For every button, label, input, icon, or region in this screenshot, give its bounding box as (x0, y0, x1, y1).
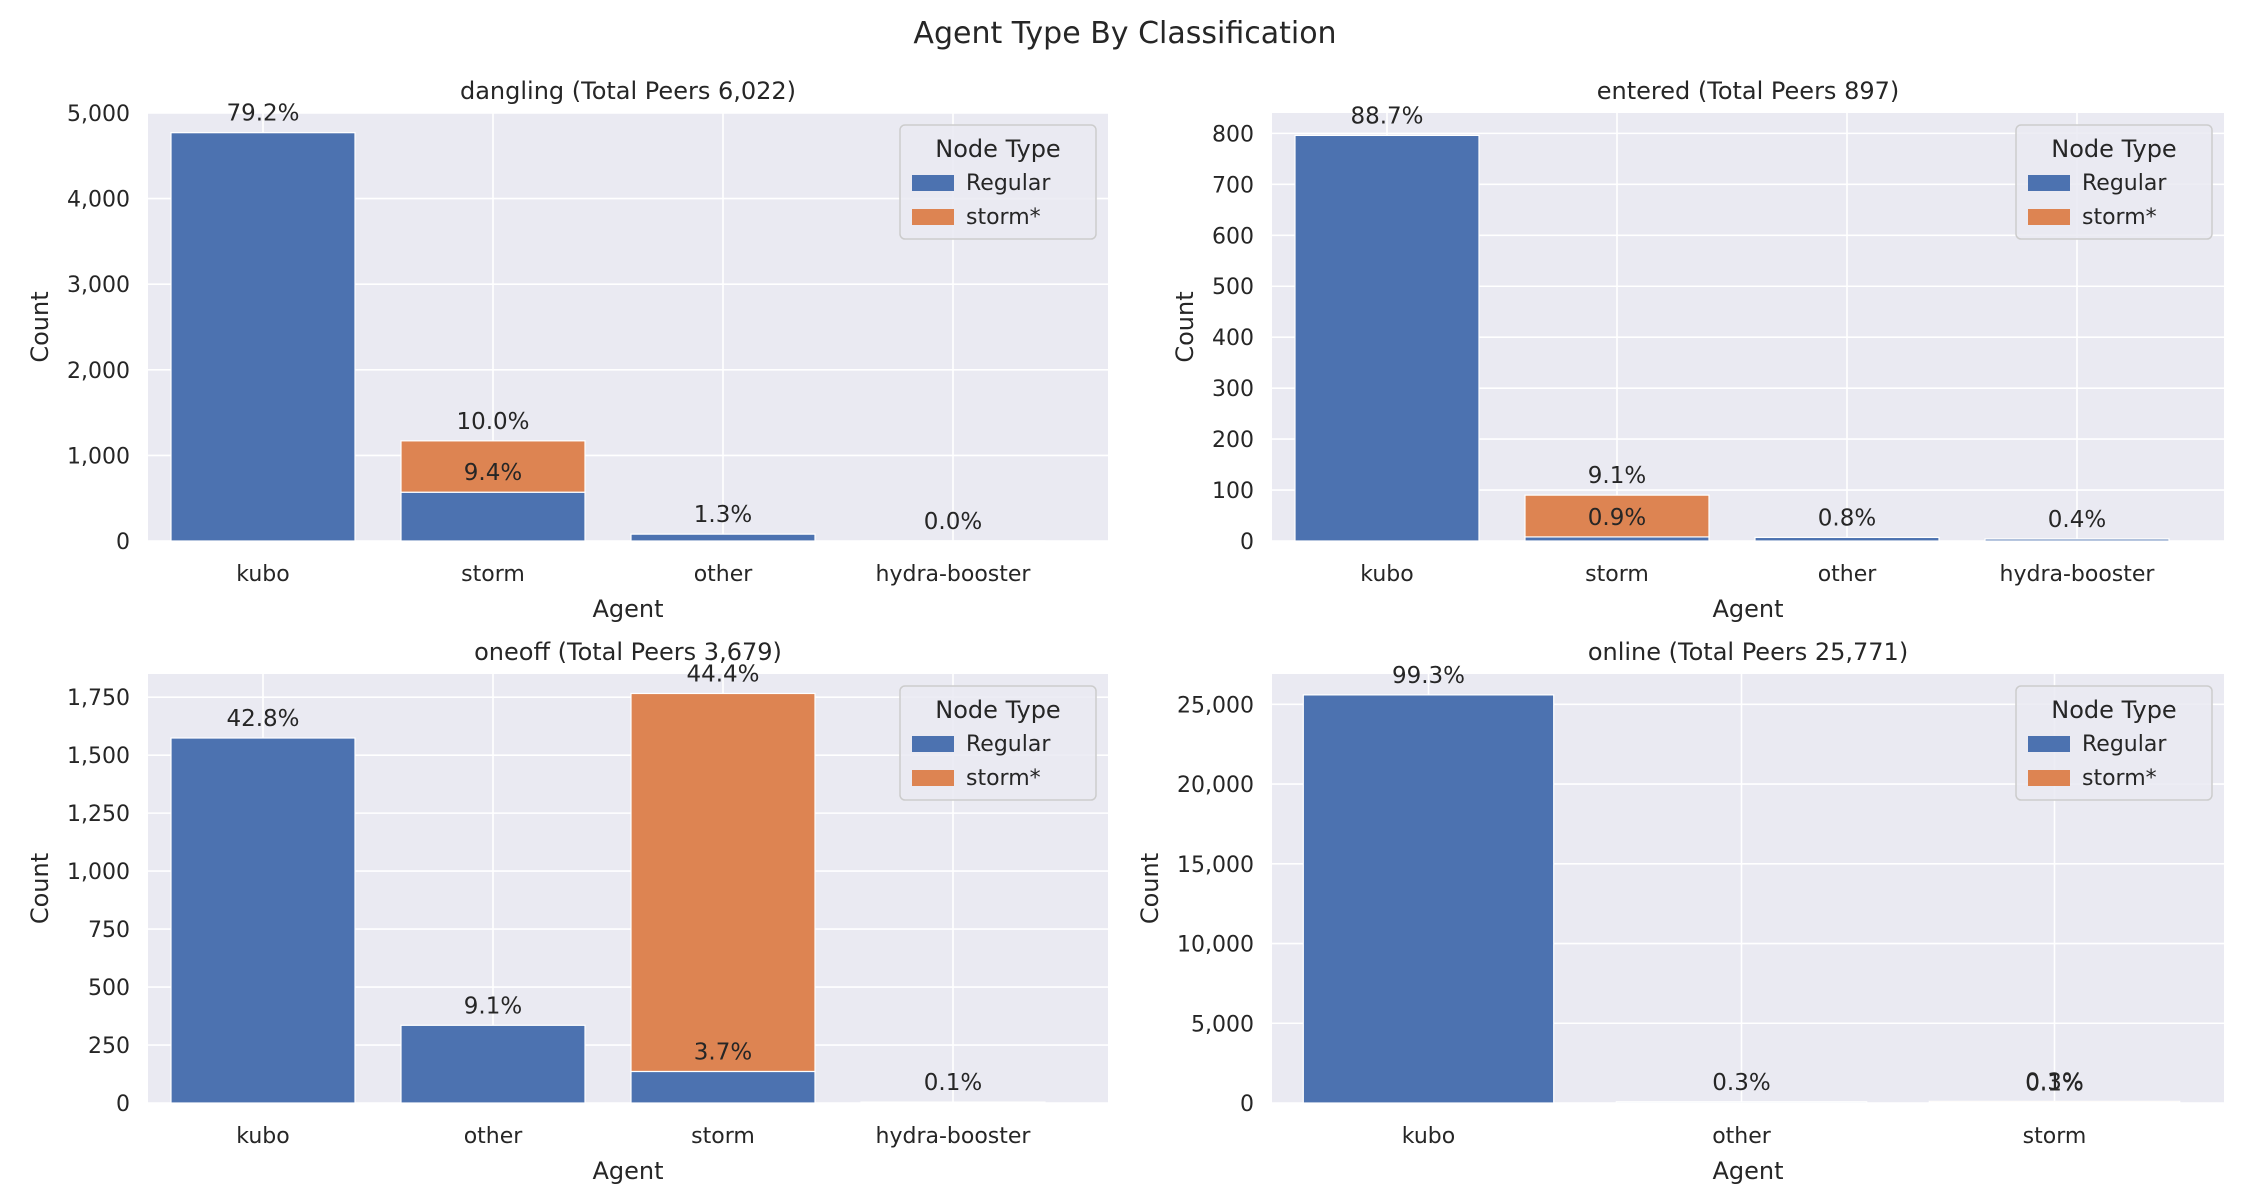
y-tick-label: 5,000 (67, 102, 130, 127)
legend-label: Regular (966, 171, 1051, 196)
x-tick-label: hydra-booster (876, 562, 1032, 587)
legend-swatch-regular (912, 175, 954, 191)
bar-regular-hydra-booster (860, 540, 1046, 543)
subplot-title: dangling (Total Peers 6,022) (460, 77, 796, 105)
y-tick-label: 2,000 (67, 359, 130, 384)
y-tick-label: 1,000 (67, 444, 130, 469)
figure-title: Agent Type By Classification (913, 16, 1337, 51)
bar-regular-storm (400, 491, 586, 542)
y-axis-label: Count (26, 291, 54, 362)
bar-total-label: 0.0% (924, 509, 982, 535)
x-tick-label: storm (461, 562, 525, 587)
legend-swatch-storm (912, 209, 954, 225)
y-tick-label: 3,000 (67, 273, 130, 298)
legend: Node Type Regular storm* (899, 124, 1097, 240)
legend-label: storm* (966, 205, 1041, 230)
bar-total-label: 10.0% (456, 409, 529, 435)
x-axis-label: Agent (592, 595, 663, 623)
bar-regular-other (630, 533, 816, 542)
bar-total-label: 79.2% (226, 101, 299, 127)
x-tick-label: other (694, 562, 754, 587)
bar-regular-kubo (170, 132, 356, 542)
bar-storm-storm (400, 440, 586, 493)
bar-total-label: 1.3% (694, 502, 752, 528)
bar-regular-label: 9.4% (464, 460, 522, 486)
x-tick-label: kubo (236, 562, 289, 587)
y-tick-label: 0 (116, 530, 130, 555)
legend-title: Node Type (935, 135, 1060, 163)
y-tick-label: 4,000 (67, 188, 130, 213)
